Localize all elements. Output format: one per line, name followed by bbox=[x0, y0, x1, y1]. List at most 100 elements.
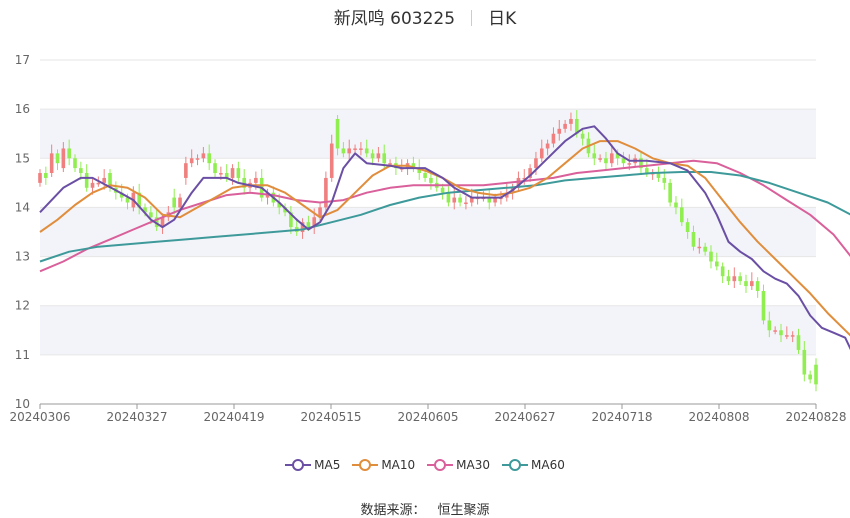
legend-label: MA30 bbox=[456, 458, 491, 472]
candle-body bbox=[341, 148, 346, 154]
candle-body bbox=[703, 246, 707, 252]
y-tick-label: 16 bbox=[15, 102, 30, 116]
candle-body bbox=[802, 349, 807, 375]
source-label: 数据来源： bbox=[360, 503, 426, 518]
candle-body bbox=[808, 374, 812, 380]
candle-body bbox=[580, 133, 585, 139]
x-tick-label: 20240306 bbox=[9, 410, 70, 424]
candle-body bbox=[364, 148, 369, 154]
candle-body bbox=[656, 173, 661, 178]
candle-body bbox=[119, 192, 124, 198]
candle-body bbox=[172, 197, 177, 208]
candle-body bbox=[84, 173, 89, 188]
candle-body bbox=[621, 158, 626, 164]
y-tick-label: 11 bbox=[15, 348, 30, 362]
candle-body bbox=[738, 276, 742, 282]
candle-body bbox=[487, 197, 492, 203]
plot-band bbox=[40, 109, 816, 159]
x-tick-label: 20240419 bbox=[203, 410, 264, 424]
candle-body bbox=[160, 217, 165, 228]
candle-body bbox=[563, 123, 567, 129]
candle-body bbox=[644, 168, 649, 174]
candle-body bbox=[767, 320, 772, 331]
candle-body bbox=[785, 335, 789, 337]
legend-item-ma5[interactable]: MA5 bbox=[285, 458, 340, 472]
y-tick-label: 14 bbox=[15, 200, 30, 214]
legend-item-ma10[interactable]: MA10 bbox=[352, 458, 415, 472]
candle-body bbox=[697, 246, 702, 249]
candle-body bbox=[592, 153, 597, 159]
candle-body bbox=[318, 207, 322, 218]
candle-body bbox=[615, 153, 620, 159]
candle-body bbox=[289, 212, 293, 228]
y-tick-label: 12 bbox=[15, 299, 30, 313]
y-tick-label: 15 bbox=[15, 151, 30, 165]
legend-marker-icon bbox=[352, 459, 379, 471]
candle-body bbox=[691, 232, 696, 247]
candle-body bbox=[149, 212, 153, 218]
candle-body bbox=[195, 158, 200, 160]
legend-label: MA10 bbox=[381, 458, 416, 472]
candle-body bbox=[469, 197, 474, 203]
candle-body bbox=[411, 163, 416, 169]
candle-body bbox=[376, 153, 381, 159]
candle-body bbox=[528, 168, 532, 178]
candle-body bbox=[61, 148, 66, 169]
legend-marker-icon bbox=[285, 459, 312, 471]
x-tick-label: 20240808 bbox=[688, 410, 749, 424]
candle-body bbox=[219, 173, 223, 175]
candle-body bbox=[370, 153, 375, 159]
ma60-line bbox=[39, 171, 850, 263]
candle-body bbox=[388, 163, 392, 165]
candle-body bbox=[382, 153, 387, 164]
candle-body bbox=[516, 177, 521, 188]
candle-body bbox=[277, 202, 282, 208]
candle-body bbox=[312, 217, 317, 228]
y-tick-label: 13 bbox=[15, 250, 30, 264]
candle-body bbox=[662, 177, 667, 183]
candle-body bbox=[359, 148, 363, 150]
candle-body bbox=[744, 281, 748, 287]
candle-body bbox=[790, 335, 795, 337]
candle-body bbox=[96, 182, 101, 185]
candle-body bbox=[604, 158, 608, 164]
candle-body bbox=[125, 197, 130, 203]
candle-body bbox=[750, 281, 754, 287]
x-tick-label: 20240605 bbox=[397, 410, 458, 424]
candle-body bbox=[79, 168, 83, 174]
y-tick-label: 10 bbox=[15, 397, 30, 411]
candle-body bbox=[639, 158, 643, 169]
candle-body bbox=[598, 158, 602, 160]
candle-body bbox=[574, 118, 579, 134]
x-tick-label: 20240627 bbox=[494, 410, 555, 424]
candle-body bbox=[184, 163, 188, 178]
plot-band bbox=[40, 305, 816, 355]
candle-body bbox=[440, 187, 445, 193]
candle-body bbox=[347, 148, 352, 154]
candle-body bbox=[569, 118, 573, 124]
candle-body bbox=[545, 143, 550, 149]
candle-body bbox=[539, 148, 544, 159]
candle-body bbox=[73, 158, 77, 169]
candle-body bbox=[283, 207, 287, 213]
candle-body bbox=[709, 251, 713, 262]
candle-body bbox=[493, 197, 497, 203]
candle-body bbox=[324, 177, 328, 208]
candle-body bbox=[353, 148, 357, 150]
candle-body bbox=[458, 197, 462, 203]
y-tick-label: 17 bbox=[15, 53, 30, 67]
legend-item-ma30[interactable]: MA30 bbox=[427, 458, 490, 472]
legend-item-ma60[interactable]: MA60 bbox=[502, 458, 565, 472]
candle-body bbox=[242, 177, 247, 188]
candle-body bbox=[668, 182, 672, 203]
candle-body bbox=[504, 192, 509, 198]
candle-body bbox=[178, 197, 182, 208]
candle-body bbox=[679, 207, 684, 223]
candle-body bbox=[446, 192, 451, 203]
candle-body bbox=[720, 266, 725, 277]
candle-body bbox=[609, 153, 614, 164]
kline-chart: 10 11 12 13 14 15 16 17 20240306 20240327 20240419… bbox=[9, 53, 850, 424]
candle-body bbox=[143, 207, 147, 213]
candle-body bbox=[329, 143, 334, 178]
candle-body bbox=[90, 182, 95, 188]
